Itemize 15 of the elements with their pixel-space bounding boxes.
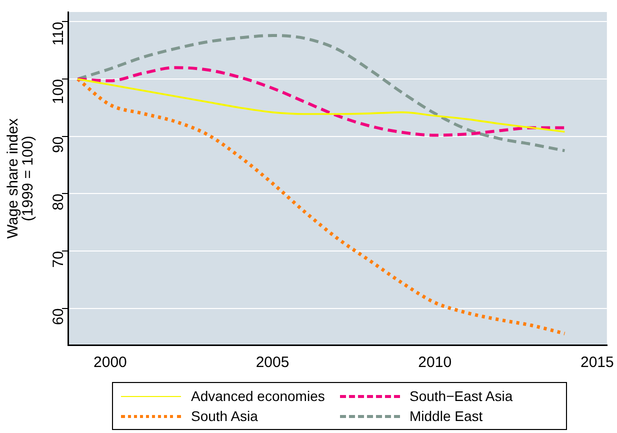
y-tick-label: 80 [50, 194, 68, 210]
y-tick-label: 70 [50, 251, 68, 268]
y-tick-label: 110 [50, 22, 68, 46]
x-tick-label: 2000 [94, 354, 127, 372]
x-tick-label: 2015 [580, 354, 614, 372]
legend-label: Middle East [410, 408, 483, 424]
y-tick-label: 60 [50, 308, 68, 326]
x-tick-label: 2005 [256, 354, 290, 372]
legend-label: South Asia [191, 408, 258, 424]
legend-label: South−East Asia [410, 388, 513, 404]
x-tick-label: 2010 [418, 354, 452, 372]
y-axis-title: Wage share index (1999 = 100) [4, 118, 37, 239]
legend-label: Advanced economies [191, 388, 325, 404]
y-tick-label: 90 [50, 136, 68, 154]
y-tick-label: 100 [50, 79, 68, 104]
